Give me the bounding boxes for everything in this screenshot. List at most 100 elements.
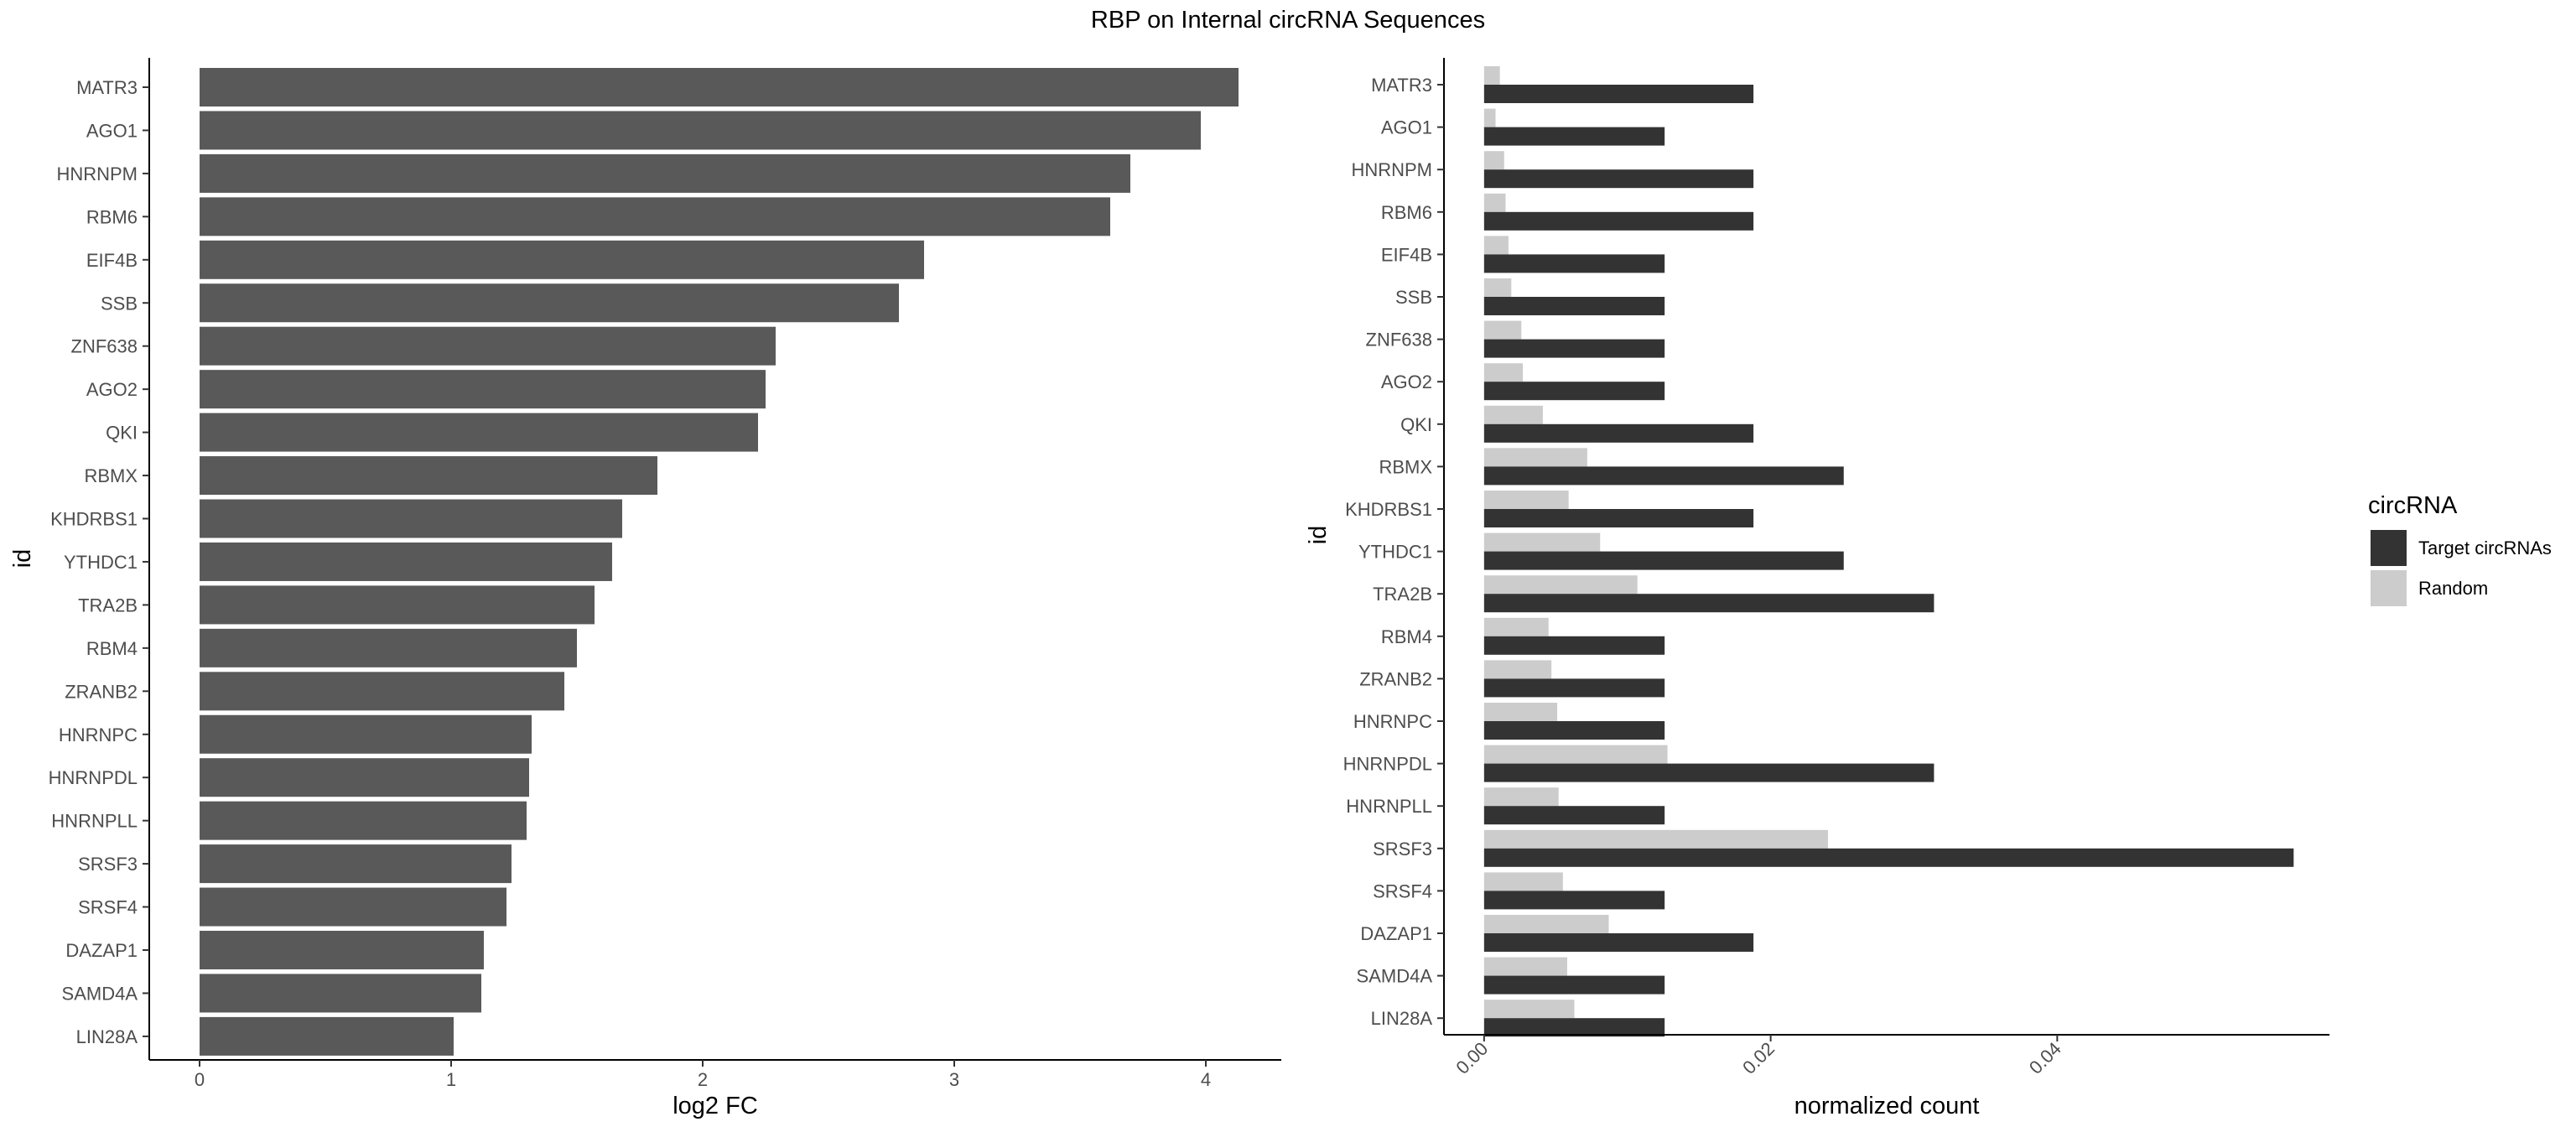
- right-y-tick-label: QKI: [1400, 414, 1432, 435]
- right-y-tick-label: HNRNPM: [1351, 159, 1432, 180]
- legend-items: Target circRNAs Random: [2371, 530, 2552, 606]
- left-x-tick-label: 0: [195, 1069, 205, 1090]
- left-y-tick-label: ZNF638: [71, 336, 138, 357]
- right-panel-normalized-count: MATR3 AGO1 HNRNPM RBM6 EIF4B SSB ZNF638 AGO2 QKI…: [1305, 58, 2329, 1119]
- right-y-tick-label: KHDRBS1: [1345, 499, 1432, 520]
- right-y-tick-label: SRSF4: [1373, 880, 1432, 901]
- bar-log2fc-eif4b: [200, 240, 924, 279]
- bar-target-rbm4: [1483, 636, 1665, 655]
- legend-swatch-target-circrnas: [2371, 530, 2407, 566]
- left-y-tick-label: HNRNPM: [56, 164, 138, 184]
- bar-target-qki: [1483, 423, 1754, 443]
- right-y-tick-label: HNRNPLL: [1346, 796, 1432, 817]
- left-y-tick-label: SSB: [101, 293, 138, 314]
- bar-random-srsf3: [1483, 829, 1828, 849]
- bar-random-tra2b: [1483, 575, 1638, 595]
- bar-random-ythdc1: [1483, 532, 1601, 552]
- bar-log2fc-hnrnpll: [200, 801, 527, 840]
- right-y-tick-label: HNRNPC: [1353, 711, 1432, 732]
- bar-log2fc-khdrbs1: [200, 499, 622, 538]
- left-bars: [200, 68, 1239, 1056]
- bar-random-rbm6: [1483, 193, 1506, 212]
- left-y-tick-label: SAMD4A: [62, 983, 138, 1004]
- left-x-tick-label: 4: [1201, 1069, 1211, 1090]
- bar-log2fc-lin28a: [200, 1016, 454, 1056]
- left-y-tick-label: QKI: [106, 423, 138, 444]
- bar-log2fc-zranb2: [200, 672, 564, 711]
- bar-log2fc-rbm6: [200, 197, 1110, 236]
- bar-log2fc-qki: [200, 413, 758, 452]
- bar-random-ago2: [1483, 363, 1523, 382]
- left-y-tick-label: AGO1: [86, 120, 138, 141]
- bar-random-rbm4: [1483, 617, 1549, 636]
- bar-random-dazap1: [1483, 915, 1609, 933]
- bar-target-rbmx: [1483, 466, 1844, 486]
- bar-log2fc-hnrnpc: [200, 714, 532, 754]
- figure-title: RBP on Internal circRNA Sequences: [1091, 7, 1485, 34]
- bar-target-zranb2: [1483, 678, 1665, 698]
- bar-random-qki: [1483, 405, 1543, 424]
- right-y-tick-label: SSB: [1395, 287, 1432, 308]
- bar-target-srsf3: [1483, 848, 2294, 867]
- right-x-axis-label: normalized count: [1794, 1093, 1980, 1119]
- right-bars: [1483, 66, 2294, 1037]
- bar-target-khdrbs1: [1483, 509, 1754, 527]
- left-y-tick-label: HNRNPC: [59, 724, 138, 745]
- bar-random-hnrnpll: [1483, 787, 1559, 807]
- bar-log2fc-ssb: [200, 283, 899, 323]
- right-y-tick-label: AGO2: [1381, 371, 1432, 392]
- bar-random-matr3: [1483, 66, 1500, 85]
- bar-random-znf638: [1483, 320, 1522, 340]
- bar-target-lin28a: [1483, 1018, 1665, 1037]
- legend-label-target-circrnas: Target circRNAs: [2418, 538, 2552, 558]
- bar-log2fc-srsf3: [200, 844, 512, 884]
- bar-random-zranb2: [1483, 660, 1552, 679]
- bar-log2fc-ago1: [200, 111, 1201, 150]
- bar-target-rbm6: [1483, 211, 1754, 231]
- bar-log2fc-hnrnpdl: [200, 758, 529, 797]
- left-y-tick-label: HNRNPLL: [51, 811, 138, 832]
- right-y-tick-label: LIN28A: [1371, 1008, 1433, 1029]
- legend-label-random: Random: [2418, 578, 2488, 599]
- bar-target-dazap1: [1483, 933, 1754, 952]
- legend-swatch-random: [2371, 570, 2407, 606]
- left-y-tick-label: LIN28A: [76, 1026, 138, 1047]
- bar-target-hnrnpll: [1483, 806, 1665, 825]
- left-x-ticks: 0 1 2 3 4: [195, 1060, 1211, 1090]
- right-y-tick-label: DAZAP1: [1360, 923, 1432, 944]
- bar-random-ssb: [1483, 278, 1512, 297]
- bar-log2fc-srsf4: [200, 887, 506, 927]
- right-y-axis-label: id: [1305, 526, 1332, 545]
- left-y-tick-label: SRSF4: [78, 897, 138, 918]
- bar-target-znf638: [1483, 339, 1665, 358]
- bar-random-samd4a: [1483, 957, 1567, 976]
- bar-random-hnrnpdl: [1483, 745, 1668, 764]
- bar-log2fc-rbm4: [200, 628, 577, 667]
- left-y-tick-label: RBM4: [86, 638, 138, 659]
- legend-title: circRNA: [2368, 492, 2458, 519]
- bar-random-srsf4: [1483, 872, 1563, 891]
- bar-random-khdrbs1: [1483, 491, 1569, 509]
- bar-log2fc-rbmx: [200, 456, 657, 496]
- left-y-tick-label: SRSF3: [78, 854, 138, 875]
- left-x-tick-label: 1: [446, 1069, 456, 1090]
- left-y-tick-label: ZRANB2: [65, 681, 138, 702]
- right-y-tick-label: EIF4B: [1381, 244, 1432, 265]
- left-y-axis-label: id: [9, 549, 36, 569]
- bar-log2fc-samd4a: [200, 974, 481, 1013]
- right-y-tick-label: SRSF3: [1373, 839, 1432, 860]
- right-y-tick-label: AGO1: [1381, 117, 1432, 138]
- right-y-tick-label: SAMD4A: [1357, 966, 1433, 987]
- right-y-tick-label: MATR3: [1371, 75, 1432, 96]
- bar-target-ythdc1: [1483, 551, 1844, 570]
- bar-log2fc-hnrnpm: [200, 153, 1130, 193]
- bar-log2fc-tra2b: [200, 585, 595, 625]
- right-y-tick-label: RBMX: [1379, 456, 1432, 477]
- left-y-tick-label: AGO2: [86, 379, 138, 400]
- right-y-tick-label: RBM6: [1381, 202, 1432, 223]
- bar-log2fc-znf638: [200, 326, 776, 366]
- left-y-tick-label: RBM6: [86, 206, 138, 227]
- left-panel-log2fc: MATR3 AGO1 HNRNPM RBM6 EIF4B SSB ZNF638 AGO2 QKI…: [9, 58, 1281, 1119]
- legend: circRNA Target circRNAs Random: [2368, 492, 2552, 606]
- left-y-tick-label: EIF4B: [86, 250, 138, 271]
